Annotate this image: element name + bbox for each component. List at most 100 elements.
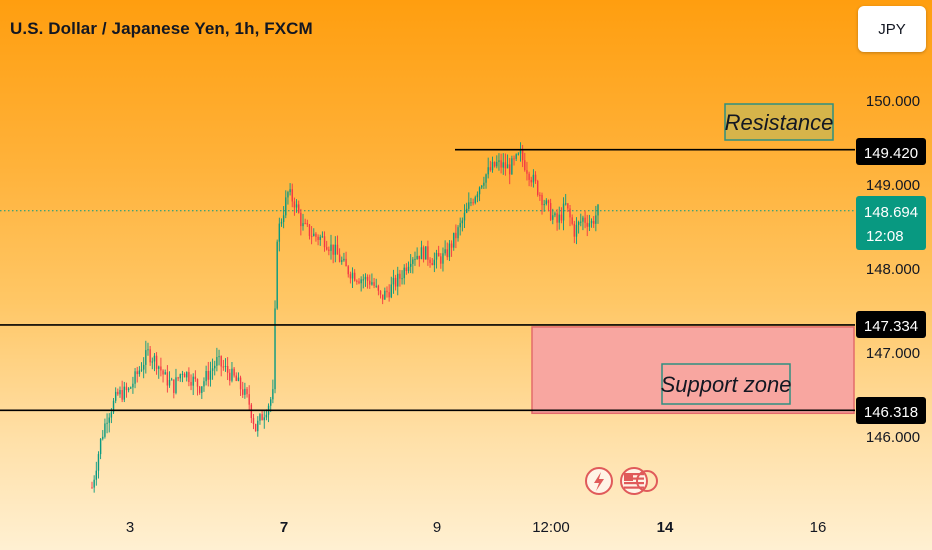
candle	[405, 263, 408, 275]
candle	[399, 269, 401, 287]
candle	[347, 265, 349, 278]
candle	[231, 362, 233, 383]
candle	[588, 214, 591, 232]
candle	[498, 153, 500, 171]
candle	[259, 413, 261, 425]
candle	[517, 152, 520, 156]
y-tick-label: 150.000	[866, 93, 920, 110]
candle	[207, 361, 209, 387]
candle	[261, 410, 263, 421]
candle	[366, 274, 369, 289]
candle	[164, 369, 166, 375]
candle	[403, 264, 405, 285]
candle	[328, 246, 330, 256]
candle	[577, 220, 580, 234]
candle	[556, 209, 558, 231]
candle	[369, 274, 371, 289]
candle	[491, 156, 494, 173]
currency-button[interactable]: JPY	[858, 6, 926, 52]
candle	[511, 155, 513, 175]
candle	[330, 234, 332, 260]
candle	[472, 198, 474, 206]
candle	[545, 198, 548, 206]
candle	[140, 362, 143, 372]
candle	[127, 387, 130, 393]
y-tick-label: 149.000	[866, 177, 920, 194]
candle	[386, 286, 388, 298]
candle	[549, 198, 552, 222]
candle	[573, 220, 576, 244]
support-label: Support zone	[661, 372, 792, 397]
candle	[188, 367, 190, 387]
candle	[384, 287, 386, 300]
candle	[205, 365, 207, 386]
current-price-tag: 148.694 12:08	[856, 196, 926, 250]
resistance-label-box	[724, 103, 834, 141]
candle	[470, 197, 472, 207]
candle	[448, 240, 451, 262]
candle	[317, 234, 319, 246]
candle	[304, 218, 306, 225]
x-tick-label: 9	[433, 519, 441, 536]
candle	[586, 214, 588, 237]
candle	[502, 153, 504, 175]
candle	[353, 269, 356, 282]
candle	[543, 199, 545, 212]
candle	[132, 376, 134, 394]
candle	[437, 245, 440, 257]
candle	[153, 353, 156, 372]
candle	[121, 380, 123, 403]
candle	[457, 225, 459, 242]
candle	[351, 267, 354, 289]
candle	[371, 273, 373, 286]
current-price: 148.694	[864, 204, 918, 221]
candle	[394, 274, 397, 291]
candle	[569, 205, 571, 227]
candle	[343, 252, 345, 262]
candle	[461, 217, 464, 232]
candle	[435, 249, 438, 269]
candle	[375, 278, 377, 288]
candle	[220, 355, 222, 377]
candle	[192, 373, 194, 396]
candle	[590, 218, 593, 228]
candle	[358, 278, 360, 285]
us-flag-icon[interactable]	[620, 467, 658, 495]
candle	[360, 276, 362, 292]
candle	[412, 257, 414, 274]
x-tick-label: 14	[657, 519, 674, 536]
candle	[267, 403, 270, 423]
candle	[575, 217, 578, 245]
resistance-price: 149.420	[864, 145, 918, 162]
candle	[547, 199, 550, 212]
candle	[298, 200, 300, 214]
candle	[147, 342, 149, 356]
candle	[481, 184, 483, 190]
candle	[418, 255, 420, 267]
candle	[222, 359, 225, 371]
x-tick-label: 16	[810, 519, 827, 536]
candle	[302, 213, 304, 231]
candle	[123, 381, 125, 403]
candle	[532, 169, 535, 188]
candle	[476, 191, 479, 203]
candle	[246, 387, 248, 398]
candle	[455, 224, 457, 249]
candle	[114, 387, 117, 404]
candle	[274, 300, 276, 394]
x-tick-label: 7	[280, 519, 288, 536]
candle	[196, 378, 199, 396]
candle	[155, 352, 158, 375]
candle	[287, 190, 289, 205]
flash-icon[interactable]	[585, 467, 613, 495]
y-tick-label: 146.000	[866, 429, 920, 446]
candle	[446, 242, 448, 261]
candle	[407, 261, 410, 274]
y-axis: 150.000 149.000 148.000 147.000 146.000	[866, 93, 920, 446]
candle	[198, 385, 201, 395]
candle	[119, 386, 121, 398]
candle	[257, 416, 259, 437]
candle	[450, 240, 453, 257]
